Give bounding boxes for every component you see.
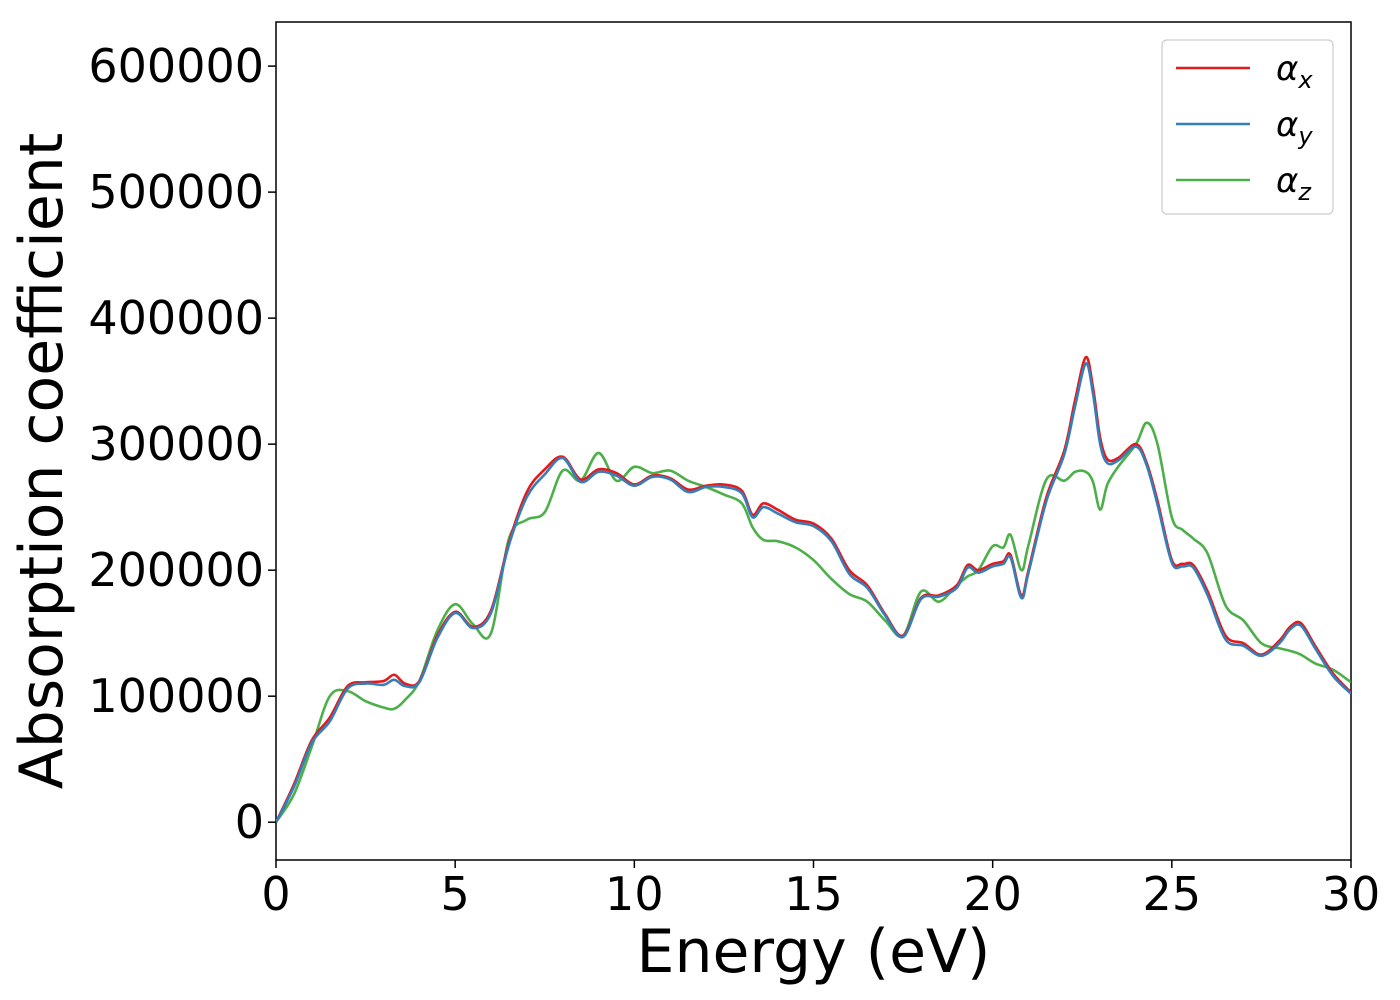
series-line-alpha-x: [276, 355, 1351, 823]
x-tick-label: 0: [261, 867, 290, 921]
series-line-alpha-y: [276, 362, 1351, 823]
legend-label: αx: [1276, 49, 1313, 94]
y-axis-ticks: 0 100000 200000 300000 400000 500000 600000: [88, 39, 276, 849]
y-tick-label: 400000: [88, 291, 264, 345]
legend-label: αy: [1276, 105, 1313, 150]
series-line-alpha-z: [276, 421, 1351, 823]
legend-item: αx: [1176, 49, 1313, 94]
x-tick-label: 30: [1322, 867, 1381, 921]
x-axis-label: Energy (eV): [637, 917, 991, 987]
y-tick-label: 100000: [88, 669, 264, 723]
x-tick-label: 10: [605, 867, 664, 921]
y-axis-label: Absorption coefficient: [7, 133, 77, 790]
x-tick-label: 20: [963, 867, 1022, 921]
y-tick-label: 500000: [88, 165, 264, 219]
x-axis-ticks: 0 5 10 15 20 25 30: [261, 860, 1380, 921]
series-layer: [276, 355, 1351, 823]
y-tick-label: 300000: [88, 417, 264, 471]
y-tick-label: 0: [235, 795, 264, 849]
legend-item: αy: [1176, 105, 1313, 150]
y-tick-label: 600000: [88, 39, 264, 93]
legend: αx αy αz: [1161, 39, 1334, 215]
x-tick-label: 15: [784, 867, 843, 921]
x-tick-label: 25: [1143, 867, 1202, 921]
x-tick-label: 5: [441, 867, 470, 921]
legend-box: [1161, 39, 1334, 215]
y-tick-label: 200000: [88, 543, 264, 597]
legend-label: αz: [1276, 161, 1312, 206]
legend-item: αz: [1176, 161, 1312, 206]
